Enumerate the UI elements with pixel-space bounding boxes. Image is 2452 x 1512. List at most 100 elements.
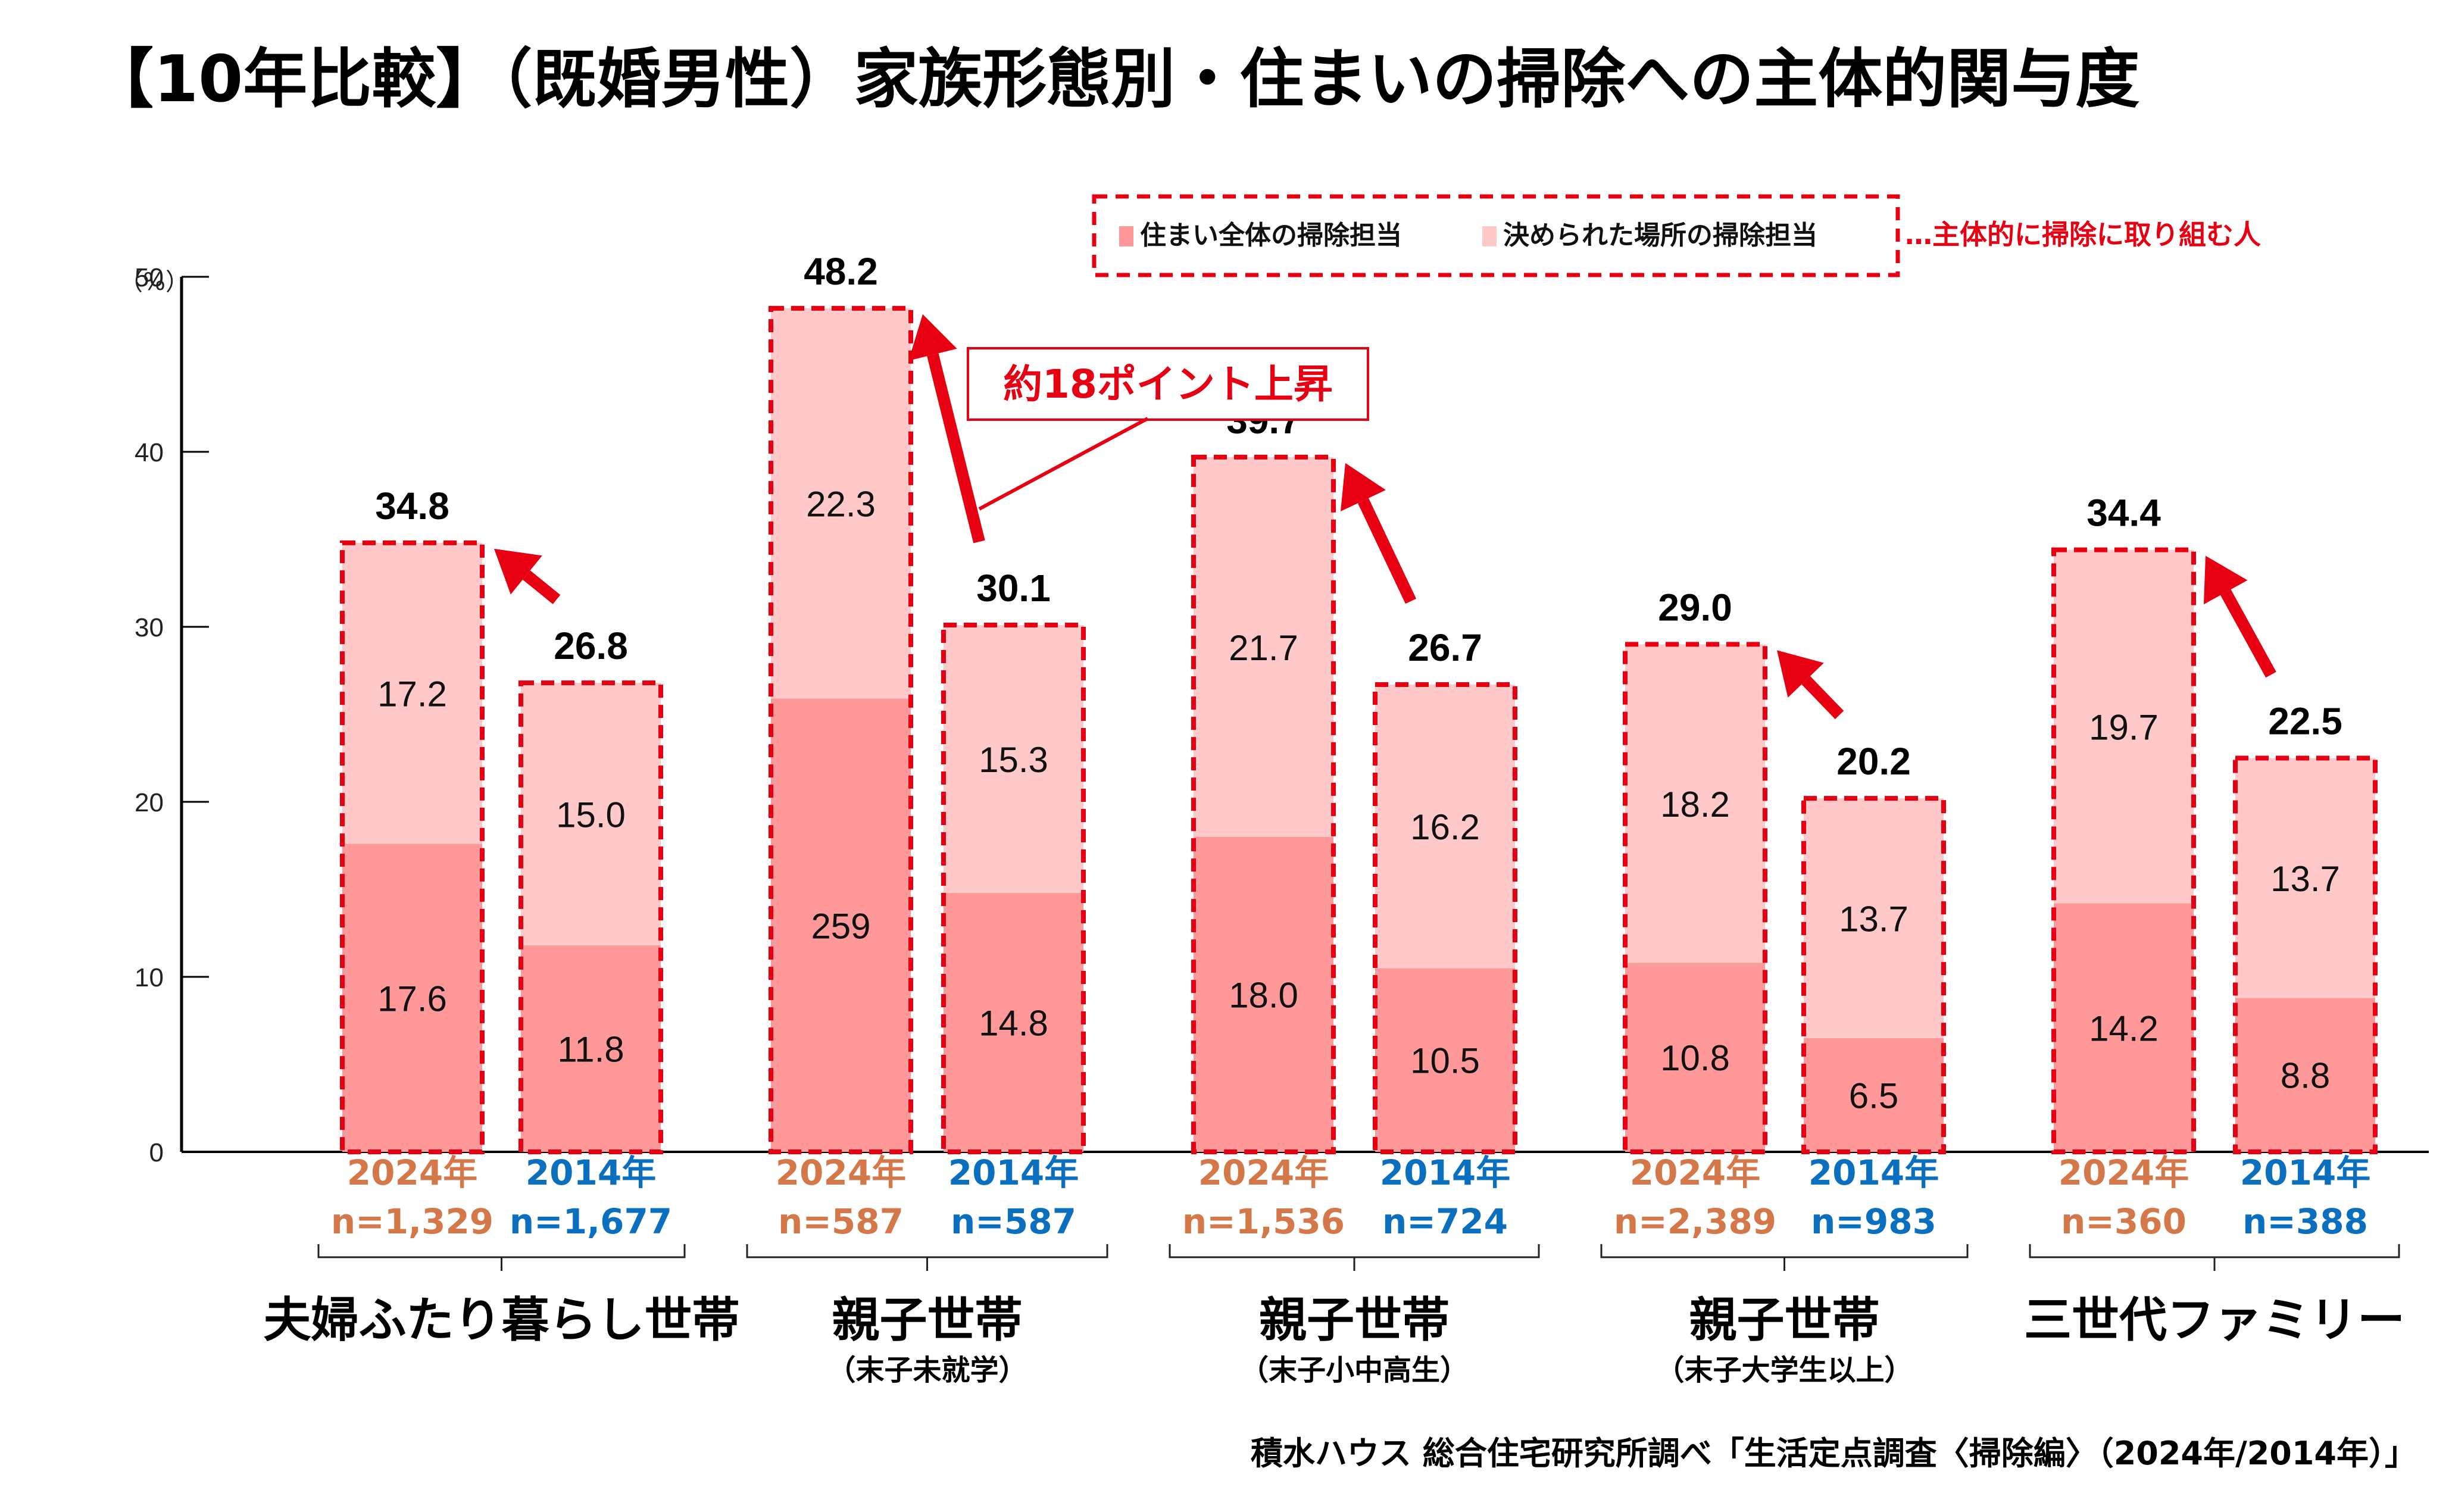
y-tick-label: 40: [135, 438, 164, 467]
bar-segment-specific-area: [1625, 644, 1765, 963]
legend-label-specific-area: 決められた場所の掃除担当: [1503, 220, 1817, 251]
category-sublabel: （末子小中高生）: [1240, 1354, 1469, 1387]
total-label: 26.7: [1408, 626, 1482, 669]
segment-label-specific-area: 18.2: [1660, 785, 1730, 824]
chart-title: 【10年比較】（既婚男性）家族形態別・住まいの掃除への主体的関与度: [89, 42, 2139, 117]
segment-label-whole-house: 10.8: [1660, 1038, 1730, 1078]
total-label: 22.5: [2268, 700, 2342, 743]
segment-label-specific-area: 22.3: [806, 485, 876, 524]
year-label: 2024年: [776, 1152, 906, 1193]
group-brace: [1169, 1244, 1540, 1271]
legend-box: [1092, 194, 1900, 277]
bar-group: 14.2 19.7 34.4 8.8 13.7 22.5: [2051, 492, 2378, 1154]
group-brace: [2029, 1244, 2400, 1271]
bar-segment-whole-house: [1194, 836, 1333, 1152]
sample-size-label: n=1,677: [510, 1201, 672, 1242]
year-label: 2014年: [948, 1152, 1079, 1193]
group-brace: [317, 1244, 686, 1271]
segment-label-specific-area: 19.7: [2089, 708, 2159, 748]
trend-arrow-head: [2203, 555, 2248, 605]
annotation-leader-line: [978, 417, 1149, 511]
sample-size-label: n=360: [2061, 1201, 2187, 1242]
bars: 17.6 17.2 34.8 11.8 15.0 26.8 259 22.3 48.2 14.8 1…: [340, 250, 2378, 1155]
annotation-box: [967, 347, 1369, 421]
total-label: 34.4: [2086, 492, 2161, 535]
legend-swatch-specific-area: [1482, 226, 1497, 246]
segment-label-specific-area: 21.7: [1229, 628, 1298, 668]
trend-arrow-head: [1341, 463, 1386, 512]
y-axis-unit: （%）: [119, 268, 189, 296]
segment-label-specific-area: 17.2: [377, 674, 447, 714]
source-note: 積水ハウス 総合住宅研究所調べ「生活定点調査〈掃除編〉（2024年/2014年）…: [1251, 1435, 2417, 1472]
year-label: 2024年: [1198, 1152, 1329, 1193]
segment-label-whole-house: 17.6: [377, 979, 447, 1019]
legend-swatch-whole-house: [1119, 226, 1133, 246]
bar-outline: [1373, 682, 1517, 1154]
segment-label-whole-house: 8.8: [2281, 1056, 2330, 1096]
bar-group: 18.021.739.710.516.226.7: [1191, 399, 1517, 1155]
bar-segment-whole-house: [2054, 903, 2194, 1152]
bar-segment-whole-house: [1625, 963, 1765, 1152]
annotation: 約18ポイント上昇: [967, 347, 1369, 511]
trend-arrow-shaft: [1801, 676, 1844, 720]
bar-group: 10.8 18.2 29.0 6.5 13.7 20.2: [1623, 586, 1946, 1154]
year-label: 2024年: [2059, 1152, 2189, 1193]
segment-label-whole-house: 14.2: [2089, 1008, 2159, 1048]
segment-label-specific-area: 16.2: [1410, 807, 1480, 847]
bar-segment-specific-area: [771, 308, 911, 699]
sample-size-label: n=587: [951, 1201, 1076, 1242]
segment-label-whole-house: 14.8: [979, 1003, 1048, 1043]
bar-outline: [518, 680, 663, 1154]
trend-arrow-head: [908, 314, 957, 361]
segment-label-whole-house: 6.5: [1849, 1076, 1898, 1116]
bar-outline: [1623, 642, 1767, 1154]
bar-segment-whole-house: [2235, 998, 2375, 1152]
bar-outline: [941, 623, 1086, 1155]
bar-segment-specific-area: [2054, 549, 2194, 904]
year-label: 2014年: [1808, 1152, 1939, 1193]
sample-size-label: n=1,536: [1182, 1201, 1345, 1242]
bar-segment-whole-house: [1804, 1038, 1944, 1152]
bar-outline: [1191, 454, 1336, 1155]
trend-arrow-shaft: [927, 353, 985, 543]
trend-arrow-shaft: [2220, 589, 2276, 678]
y-tick-label: 30: [135, 613, 164, 642]
bar-outline: [1801, 796, 1946, 1154]
category-label: 親子世帯: [832, 1292, 1023, 1348]
category-label: 三世代ファミリー: [2024, 1292, 2405, 1348]
year-label: 2014年: [526, 1152, 656, 1193]
trend-arrow-shaft: [1357, 498, 1417, 604]
bar-group: 259 22.3 48.2 14.8 15.3 30.1: [769, 250, 1086, 1155]
total-label: 34.8: [375, 485, 449, 527]
total-label: 30.1: [976, 567, 1051, 610]
segment-label-whole-house: 10.5: [1410, 1041, 1480, 1081]
bar-segment-specific-area: [521, 683, 661, 946]
bar-segment-specific-area: [944, 625, 1083, 893]
annotation-text: 約18ポイント上昇: [1003, 361, 1333, 407]
y-tick-label: 0: [149, 1138, 164, 1167]
bar-segment-specific-area: [2235, 758, 2375, 998]
year-label: 2024年: [1630, 1152, 1760, 1193]
category-sublabel: （末子大学生以上）: [1656, 1354, 1913, 1387]
y-tick-label: 50: [135, 263, 164, 292]
bar-segment-whole-house: [944, 892, 1083, 1152]
year-label: 2024年: [347, 1152, 477, 1193]
trend-arrow-head: [494, 548, 542, 595]
total-label: 26.8: [554, 624, 628, 667]
y-axis: （%）: [119, 268, 189, 296]
segment-label-specific-area: 15.3: [979, 740, 1048, 780]
total-label: 20.2: [1836, 740, 1911, 783]
bar-segment-specific-area: [1194, 457, 1333, 837]
category-label: 夫婦ふたり暮らし世帯: [264, 1292, 740, 1348]
segment-label-specific-area: 13.7: [1839, 899, 1909, 939]
bar-outline: [2051, 547, 2196, 1154]
sample-size-label: n=1,329: [331, 1201, 493, 1242]
trend-arrow-shaft: [523, 570, 561, 604]
segment-label-whole-house: 259: [811, 906, 870, 946]
year-label: 2014年: [1380, 1152, 1510, 1193]
category-label: 親子世帯: [1259, 1292, 1450, 1348]
bar-segment-whole-house: [771, 698, 911, 1152]
bar-outline: [769, 305, 913, 1154]
x-labels: 2024年 n=1,329 2014年 n=1,677 夫婦ふたり暮らし世帯 2024年 n…: [264, 1152, 2406, 1387]
